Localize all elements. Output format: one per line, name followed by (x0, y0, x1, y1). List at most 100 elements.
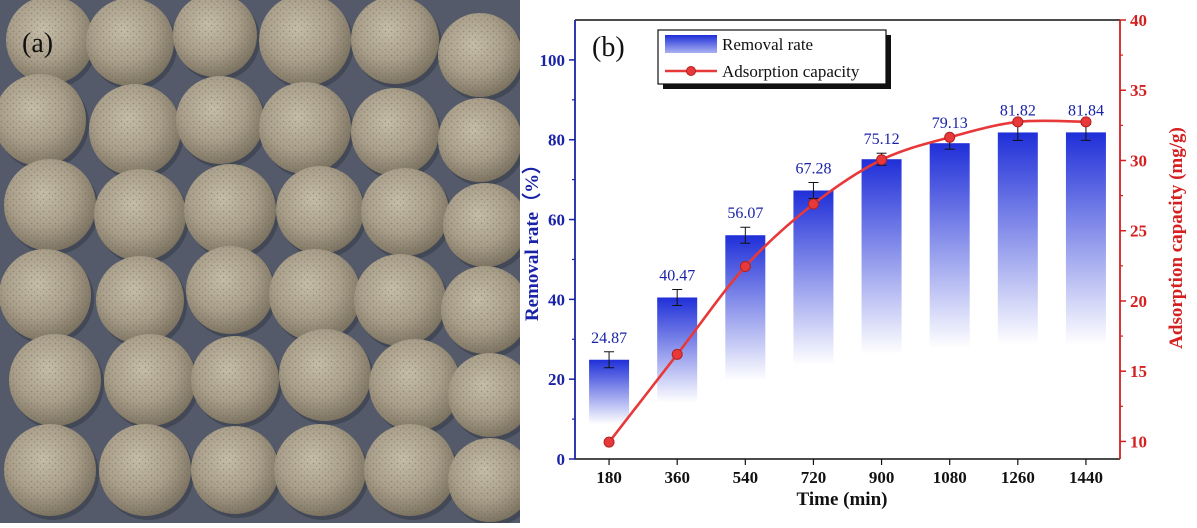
sphere-texture (274, 424, 366, 516)
chart-panel: 24.87 40.47 56.07 67.28 75.12 79.13 81.82 81.84… (520, 0, 1197, 523)
sphere-texture (186, 246, 274, 334)
line-marker (944, 131, 956, 143)
bar-value-labels: 24.87 40.47 56.07 67.28 75.12 79.13 81.82 81.84 (591, 102, 1104, 346)
x-tick-label: 180 (596, 468, 622, 487)
sphere-texture (443, 183, 527, 267)
sphere-texture (351, 0, 439, 84)
x-tick-label: 1440 (1069, 468, 1103, 487)
left-tick-label: 80 (548, 131, 565, 150)
sphere-texture (191, 336, 279, 424)
sphere-texture (441, 266, 529, 354)
sphere-texture (99, 424, 191, 516)
legend-line-marker (686, 66, 696, 76)
sphere-texture (354, 254, 446, 346)
sphere-texture (279, 329, 371, 421)
bar-value-label: 81.82 (1000, 102, 1036, 119)
line-marker (1012, 116, 1024, 128)
sphere-texture (438, 98, 522, 182)
right-tick-label: 10 (1130, 432, 1147, 451)
x-tick-label: 540 (733, 468, 759, 487)
right-tick-label: 20 (1130, 292, 1147, 311)
sphere-texture (0, 74, 86, 166)
sphere-texture (94, 169, 186, 261)
sphere-texture (6, 0, 94, 84)
bar-value-label: 56.07 (727, 205, 763, 222)
right-axis-label: Adsorption capacity (mg/g) (1166, 127, 1187, 349)
x-ticks: 180 360 540 720 900 1080 1260 1440 (596, 459, 1103, 487)
x-tick-label: 720 (801, 468, 827, 487)
sphere-texture (269, 249, 361, 341)
left-tick-label: 100 (540, 51, 566, 70)
bar-value-label: 75.12 (864, 131, 900, 148)
line-marker (739, 261, 751, 273)
sphere-texture (361, 168, 449, 256)
sphere-texture (176, 76, 264, 164)
bar (725, 235, 766, 381)
bar (929, 143, 970, 349)
legend-label-adsorption: Adsorption capacity (722, 62, 860, 81)
sphere-texture (448, 438, 532, 522)
left-axis-label: Removal rate（%） (520, 155, 543, 321)
bar (997, 132, 1038, 345)
sphere-texture (96, 256, 184, 344)
right-tick-label: 30 (1130, 151, 1147, 170)
bar (1065, 132, 1106, 345)
line-marker (807, 198, 819, 210)
bar (589, 359, 630, 425)
line-markers (603, 116, 1092, 448)
left-tick-label: 60 (548, 211, 565, 230)
sphere-texture (4, 424, 96, 516)
sphere-texture (184, 164, 276, 256)
right-tick-label: 15 (1130, 362, 1147, 381)
right-tick-label: 35 (1130, 81, 1147, 100)
sphere-texture (104, 334, 196, 426)
legend-label-removal: Removal rate (722, 35, 813, 54)
right-tick-label: 25 (1130, 222, 1147, 241)
combo-chart: 24.87 40.47 56.07 67.28 75.12 79.13 81.82 81.84… (520, 11, 1187, 510)
panel-a-label: (a) (22, 28, 53, 59)
right-ticks: 10 15 20 25 30 35 40 (1120, 11, 1147, 451)
sphere-texture (9, 334, 101, 426)
sphere-texture (364, 424, 456, 516)
bar-value-label: 40.47 (659, 268, 695, 285)
sphere-texture (4, 159, 96, 251)
sphere-texture (86, 0, 174, 86)
bar (793, 190, 834, 366)
sphere-texture (276, 166, 364, 254)
photo-panel: (a) (0, 0, 535, 526)
porous-spheres-photo: (a) (0, 0, 535, 526)
line-marker (1080, 116, 1092, 128)
bar-value-label: 67.28 (795, 161, 831, 178)
left-tick-label: 0 (557, 450, 566, 469)
x-tick-label: 1260 (1001, 468, 1035, 487)
bar-value-label: 79.13 (932, 115, 968, 132)
sphere-texture (351, 88, 439, 176)
bar (861, 159, 902, 355)
panel-b-label: (b) (592, 32, 625, 63)
line-marker (603, 436, 615, 448)
x-tick-label: 360 (664, 468, 690, 487)
line-marker (876, 154, 888, 166)
sphere-texture (0, 249, 91, 341)
sphere-texture (369, 339, 461, 431)
left-ticks: 0 20 40 60 80 100 (540, 51, 575, 469)
sphere-texture (259, 82, 351, 174)
sphere-texture (438, 13, 522, 97)
bar-series (589, 132, 1106, 425)
bar-value-label: 81.84 (1068, 102, 1104, 119)
left-tick-label: 20 (548, 370, 565, 389)
sphere-texture (259, 0, 351, 86)
right-tick-label: 40 (1130, 11, 1147, 30)
x-axis-label: Time (min) (797, 489, 888, 510)
legend: Removal rate Adsorption capacity (657, 29, 891, 89)
line-marker (671, 348, 683, 360)
bar-value-label: 24.87 (591, 330, 627, 347)
left-tick-label: 40 (548, 290, 565, 309)
sphere-texture (448, 353, 532, 437)
legend-bar-swatch (665, 35, 717, 53)
sphere-texture (191, 426, 279, 514)
x-tick-label: 1080 (933, 468, 967, 487)
sphere-texture (173, 0, 257, 77)
sphere-texture (89, 84, 181, 176)
x-tick-label: 900 (869, 468, 895, 487)
